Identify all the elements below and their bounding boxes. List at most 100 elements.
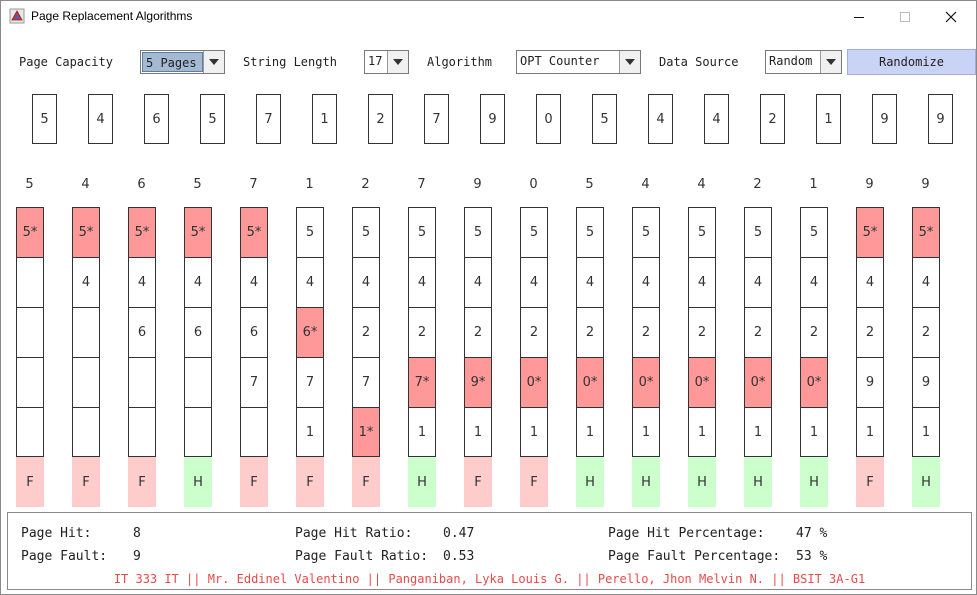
- minimize-icon: [854, 16, 864, 18]
- data-source-value: Random: [769, 54, 813, 68]
- string-length-select[interactable]: 17: [364, 50, 409, 74]
- reference-item: 5: [32, 94, 57, 144]
- frame-cell: 6: [240, 307, 268, 357]
- data-source-label: Data Source: [659, 55, 739, 69]
- page-capacity-select[interactable]: 5 Pages: [140, 50, 225, 74]
- frame-cell: 2: [744, 307, 772, 357]
- chevron-down-icon: [826, 59, 836, 65]
- fault-ratio-label: Page Fault Ratio:: [295, 549, 429, 564]
- frame-cell: [128, 407, 156, 457]
- column-header: 6: [137, 177, 146, 192]
- title-bar[interactable]: Page Replacement Algorithms: [1, 1, 976, 32]
- frame-cell: 9: [912, 357, 940, 407]
- frame-cell: 5*: [856, 207, 884, 257]
- frame-cell: 0*: [800, 357, 828, 407]
- reference-item: 4: [704, 94, 729, 144]
- hit-ratio-value: 0.47: [443, 526, 475, 541]
- algorithm-dropdown-arrow[interactable]: [619, 51, 640, 73]
- frame-cell: 1: [912, 407, 940, 457]
- string-length-dropdown-arrow[interactable]: [387, 51, 408, 73]
- hit-percentage-label: Page Hit Percentage:: [608, 526, 765, 541]
- reference-item: 9: [480, 94, 505, 144]
- close-icon: [945, 11, 957, 22]
- frame-cell: 4: [352, 257, 380, 307]
- maximize-button[interactable]: [882, 1, 928, 32]
- minimize-button[interactable]: [836, 1, 882, 32]
- data-source-dropdown-arrow[interactable]: [820, 51, 841, 73]
- reference-item: 6: [144, 94, 169, 144]
- maximize-icon: [900, 11, 910, 22]
- frame-cell: 6: [128, 307, 156, 357]
- algorithm-select[interactable]: OPT Counter: [516, 50, 641, 74]
- frame-column: 5 4 2 9* 1: [464, 207, 492, 457]
- hit-indicator: H: [688, 457, 716, 507]
- algorithm-value: OPT Counter: [520, 54, 600, 68]
- hit-indicator: H: [912, 457, 940, 507]
- frame-cell: 5*: [912, 207, 940, 257]
- frame-cell: [184, 407, 212, 457]
- fault-indicator: F: [128, 457, 156, 507]
- frame-cell: 2: [800, 307, 828, 357]
- reference-item: 1: [312, 94, 337, 144]
- frame-column: 5 4 2 0* 1: [688, 207, 716, 457]
- frame-cell: 7: [352, 357, 380, 407]
- frame-cell: 1: [800, 407, 828, 457]
- column-header: 9: [473, 177, 482, 192]
- page-capacity-label: Page Capacity: [19, 55, 113, 69]
- frame-cell: 7: [296, 357, 324, 407]
- frame-cell: 5: [800, 207, 828, 257]
- frame-cell: [16, 357, 44, 407]
- window-title: Page Replacement Algorithms: [31, 9, 193, 23]
- reference-item: 1: [816, 94, 841, 144]
- frame-cell: [72, 307, 100, 357]
- frame-cell: 4: [856, 257, 884, 307]
- string-length-label: String Length: [243, 55, 337, 69]
- frame-cell: 5: [520, 207, 548, 257]
- frame-cell: 5: [632, 207, 660, 257]
- column-header: 4: [81, 177, 90, 192]
- frame-cell: 5: [744, 207, 772, 257]
- page-capacity-dropdown-arrow[interactable]: [203, 51, 224, 73]
- frame-cell: 5: [408, 207, 436, 257]
- frame-cell: 1: [408, 407, 436, 457]
- column-header: 7: [249, 177, 258, 192]
- frame-cell: 2: [408, 307, 436, 357]
- column-header: 2: [361, 177, 370, 192]
- reference-item: 5: [200, 94, 225, 144]
- frame-cell: 4: [296, 257, 324, 307]
- frame-cell: 6: [184, 307, 212, 357]
- frame-cell: 4: [912, 257, 940, 307]
- frame-cell: 5: [688, 207, 716, 257]
- statistics-panel: Page Hit: 8 Page Fault: 9 Page Hit Ratio…: [7, 512, 972, 590]
- column-header: 1: [305, 177, 314, 192]
- frame-cell: 5*: [128, 207, 156, 257]
- column-header: 5: [585, 177, 594, 192]
- column-header: 9: [865, 177, 874, 192]
- frame-column: 5* 4: [72, 207, 100, 457]
- fault-indicator: F: [16, 457, 44, 507]
- randomize-button[interactable]: Randomize: [847, 49, 976, 75]
- chevron-down-icon: [625, 59, 635, 65]
- frame-column: 5 4 2 0* 1: [800, 207, 828, 457]
- frame-cell: 1: [632, 407, 660, 457]
- frame-cell: 2: [352, 307, 380, 357]
- frame-cell: 2: [520, 307, 548, 357]
- frame-column: 5 4 2 0* 1: [520, 207, 548, 457]
- frame-cell: 4: [72, 257, 100, 307]
- frame-cell: 0*: [576, 357, 604, 407]
- reference-item: 2: [760, 94, 785, 144]
- frame-cell: 2: [576, 307, 604, 357]
- page-hit-value: 8: [133, 526, 141, 541]
- page-fault-label: Page Fault:: [21, 549, 108, 564]
- frame-column: 5* 4 2 9 1: [856, 207, 884, 457]
- frame-column: 5 4 6* 7 1: [296, 207, 324, 457]
- frame-cell: 4: [632, 257, 660, 307]
- frame-column: 5* 4 6: [128, 207, 156, 457]
- hit-indicator: H: [576, 457, 604, 507]
- frame-cell: 5*: [16, 207, 44, 257]
- frame-cell: [128, 357, 156, 407]
- column-header: 1: [809, 177, 818, 192]
- data-source-select[interactable]: Random: [765, 50, 842, 74]
- close-button[interactable]: [928, 1, 974, 32]
- reference-item: 5: [592, 94, 617, 144]
